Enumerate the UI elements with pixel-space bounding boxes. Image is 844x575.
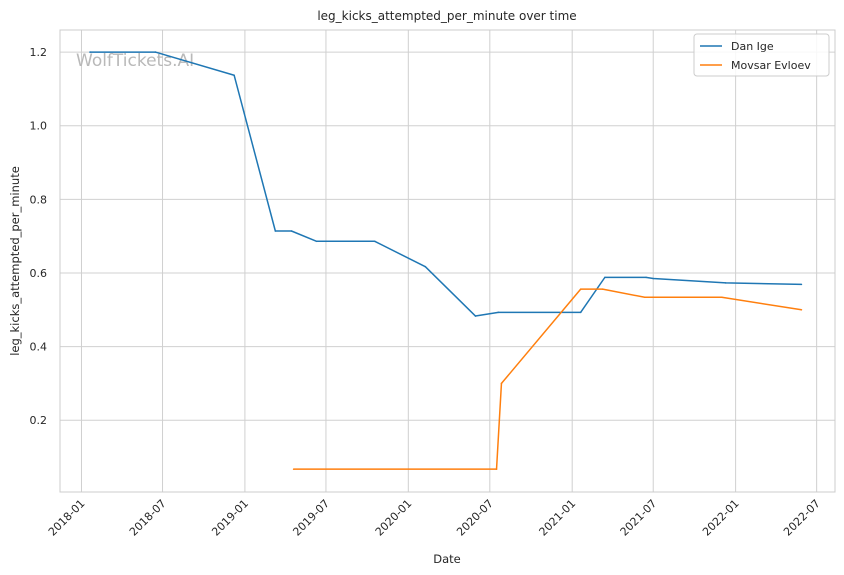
data-point — [89, 51, 91, 53]
y-tick-label: 0.2 — [30, 414, 48, 427]
series-line — [293, 288, 802, 470]
data-point — [579, 288, 582, 290]
data-point — [474, 315, 477, 317]
data-point — [274, 230, 277, 232]
series-1 — [292, 288, 803, 470]
data-point — [601, 288, 604, 290]
data-point — [720, 296, 723, 299]
y-tick-label: 0.8 — [30, 193, 48, 206]
y-tick-label: 0.4 — [30, 341, 48, 354]
data-point — [800, 308, 803, 311]
chart-title: leg_kicks_attempted_per_minute over time — [317, 9, 576, 23]
data-point — [154, 51, 157, 53]
data-point — [497, 311, 500, 314]
data-point — [724, 282, 727, 284]
data-point — [315, 240, 318, 243]
series-0 — [89, 51, 803, 317]
watermark: WolfTickets.AI — [76, 51, 194, 71]
y-axis-title: leg_kicks_attempted_per_minute — [8, 166, 22, 356]
data-point — [290, 230, 293, 232]
data-point — [645, 276, 647, 279]
y-tick-label: 1.2 — [30, 46, 48, 59]
legend-box — [693, 33, 830, 77]
plot-frame — [59, 29, 836, 493]
data-point — [800, 283, 803, 286]
data-point — [292, 468, 295, 470]
series-layer — [89, 51, 803, 470]
data-point — [604, 276, 606, 279]
legend-label: Movsar Evloev — [731, 59, 811, 72]
x-axis-title: Date — [433, 552, 461, 566]
gridlines — [60, 30, 835, 492]
legend: Dan Ige Movsar Evloev — [693, 33, 830, 77]
series-line — [90, 51, 802, 317]
plot-area: WolfTickets.AI — [59, 29, 836, 493]
data-point — [579, 311, 582, 314]
y-tick-label: 0.6 — [30, 267, 48, 280]
data-point — [652, 277, 655, 280]
data-point — [373, 240, 376, 243]
y-tick-label: 1.0 — [30, 120, 48, 133]
legend-label: Dan Ige — [731, 40, 774, 53]
y-axis-ticks: 0.2 0.4 0.6 0.8 1.0 1.2 — [30, 46, 48, 427]
data-point — [233, 74, 235, 77]
data-point — [500, 382, 503, 385]
data-point — [643, 296, 646, 299]
data-point — [424, 265, 427, 268]
data-point — [495, 468, 498, 470]
